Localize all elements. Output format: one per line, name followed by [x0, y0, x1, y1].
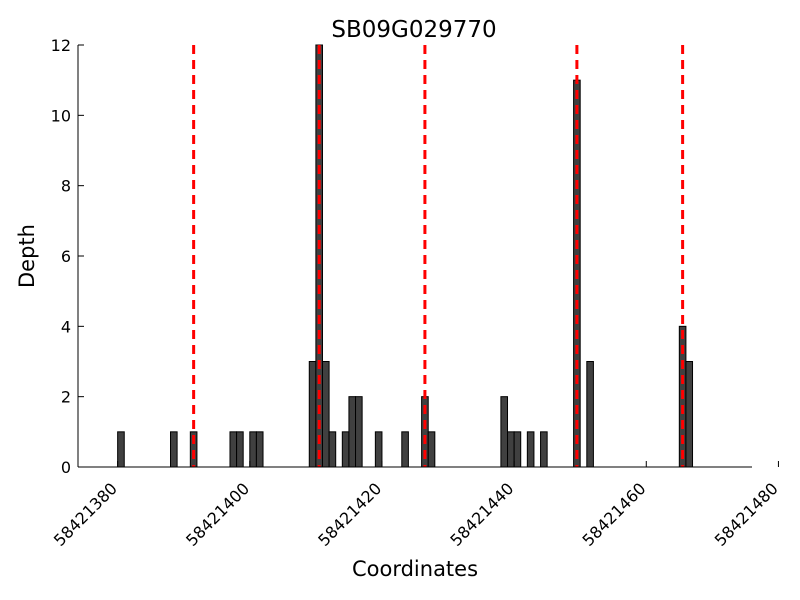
y-tick-label: 0 — [61, 458, 71, 477]
bars-layer — [117, 44, 694, 468]
y-tick-label: 12 — [51, 36, 71, 55]
bar — [500, 396, 509, 468]
bar — [685, 361, 694, 468]
axes-layer — [77, 45, 752, 468]
bar — [427, 431, 436, 468]
bar — [229, 431, 238, 468]
bar — [513, 431, 522, 468]
bar — [507, 431, 515, 468]
bar — [348, 396, 357, 468]
bar — [401, 431, 409, 468]
y-tick-label: 8 — [61, 177, 71, 196]
y-ticks: 0 2 4 6 8 10 12 — [51, 36, 84, 477]
bar — [355, 396, 363, 468]
bar — [117, 431, 125, 468]
x-axis-label: Coordinates — [352, 557, 478, 581]
x-ticks: 58421380 58421400 58421420 58421440 58421460… — [50, 461, 782, 550]
bar — [170, 431, 178, 468]
y-tick-label: 10 — [51, 106, 71, 125]
x-tick-label: 58421440 — [446, 479, 517, 550]
bar — [341, 431, 350, 468]
bar — [321, 361, 330, 468]
bar — [328, 431, 337, 468]
bar — [255, 431, 264, 468]
y-tick-label: 4 — [61, 317, 71, 336]
bar — [586, 361, 594, 468]
x-tick-label: 58421480 — [711, 479, 782, 550]
y-tick-label: 2 — [61, 388, 71, 407]
x-tick-label: 58421460 — [579, 479, 650, 550]
bar — [374, 431, 383, 468]
bar — [236, 431, 244, 468]
y-axis-label: Depth — [15, 224, 39, 288]
vlines-layer — [192, 45, 685, 467]
y-tick-label: 6 — [61, 247, 71, 266]
bar — [526, 431, 535, 468]
x-tick-label: 58421400 — [182, 479, 253, 550]
bar — [540, 431, 548, 468]
x-tick-label: 58421380 — [50, 479, 121, 550]
bar — [308, 361, 317, 468]
bar — [249, 431, 257, 468]
x-tick-label: 58421420 — [314, 479, 385, 550]
chart-title: SB09G029770 — [331, 17, 496, 43]
